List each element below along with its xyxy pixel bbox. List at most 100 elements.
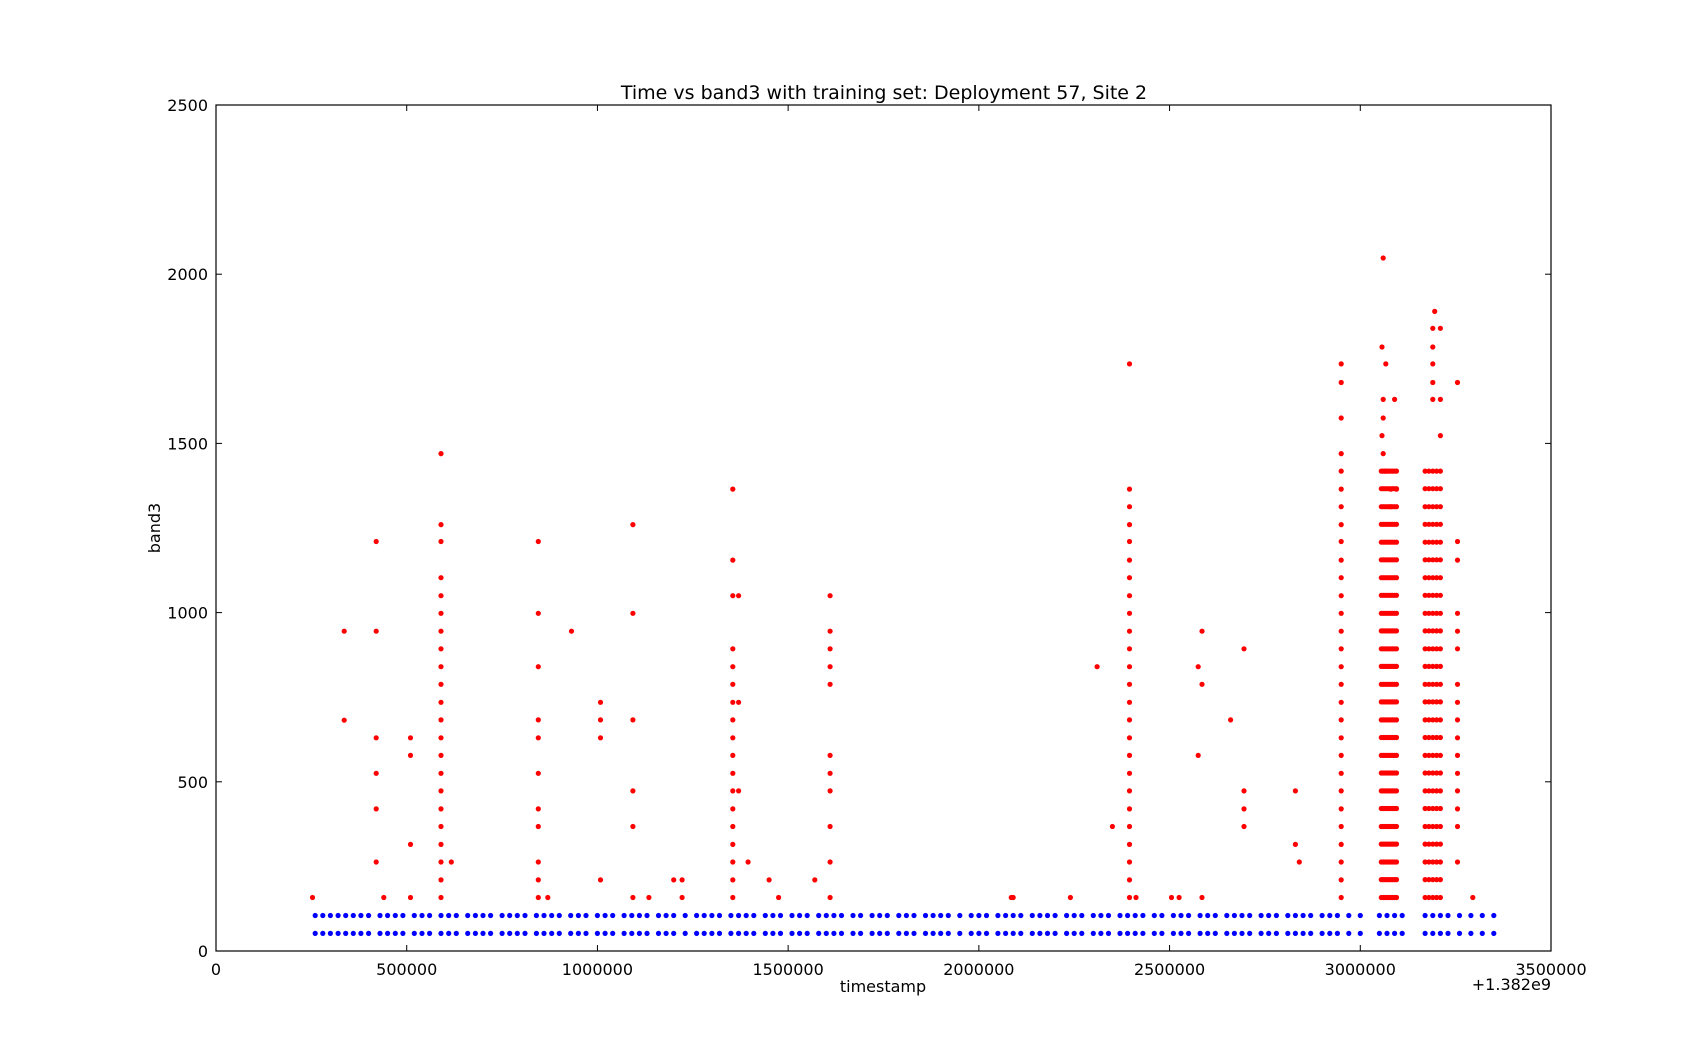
data-point [1426, 894, 1432, 901]
data-point [751, 912, 757, 919]
data-point [1456, 912, 1463, 919]
data-point [827, 628, 833, 634]
data-point [1393, 788, 1400, 794]
data-point [1125, 912, 1131, 919]
data-point [448, 859, 454, 865]
data-point [777, 930, 784, 937]
data-point [730, 699, 736, 705]
data-point [438, 806, 444, 812]
data-point [730, 894, 736, 901]
data-point [1109, 823, 1115, 830]
data-point [1422, 521, 1428, 527]
data-point [789, 912, 795, 919]
data-point [1393, 592, 1400, 598]
data-point [1126, 770, 1133, 776]
data-point [1178, 930, 1184, 937]
data-point [762, 930, 768, 937]
data-point [1430, 859, 1436, 865]
data-point [1426, 859, 1432, 865]
data-point [1430, 788, 1436, 794]
data-point [1151, 912, 1157, 919]
data-point [1126, 752, 1133, 759]
data-point [1426, 752, 1432, 759]
data-point [1422, 930, 1428, 937]
data-point [777, 912, 784, 919]
data-point [1434, 752, 1440, 759]
data-point [1197, 930, 1203, 937]
data-point [407, 894, 414, 901]
data-point [1334, 912, 1340, 919]
data-point [1376, 930, 1382, 937]
data-point [1393, 486, 1400, 492]
data-point [602, 912, 608, 919]
data-point [838, 930, 845, 937]
x-tick-label: 0 [211, 960, 221, 979]
data-point [1292, 841, 1298, 848]
data-point [1228, 717, 1234, 723]
data-point [1338, 681, 1344, 687]
data-point [575, 930, 582, 937]
data-point [730, 486, 736, 492]
data-point [385, 912, 391, 919]
data-point [1422, 841, 1428, 847]
data-point [1437, 841, 1443, 847]
data-point [770, 912, 776, 919]
data-point [1126, 859, 1133, 865]
data-point [1199, 681, 1205, 687]
data-point [1126, 806, 1133, 812]
data-point [1126, 841, 1133, 848]
data-point [535, 806, 541, 812]
data-point [568, 628, 575, 634]
data-point [541, 930, 547, 937]
data-point [1247, 930, 1253, 937]
data-point [594, 930, 601, 937]
data-point [597, 717, 604, 723]
data-point [831, 930, 837, 937]
data-point [535, 664, 541, 670]
data-point [976, 930, 982, 937]
data-point [1327, 930, 1333, 937]
data-point [1338, 894, 1344, 901]
data-point [1338, 806, 1344, 812]
data-point [1432, 308, 1438, 314]
data-point [877, 930, 883, 937]
data-point [636, 930, 643, 937]
data-point [736, 930, 742, 937]
data-point [682, 912, 688, 919]
data-point [1426, 681, 1432, 687]
data-point [1422, 628, 1428, 634]
data-point [1434, 823, 1440, 830]
data-point [663, 930, 669, 937]
data-point [1422, 646, 1428, 652]
data-point [1126, 699, 1133, 705]
data-point [1454, 646, 1461, 652]
data-point [1071, 930, 1077, 937]
data-point [1338, 664, 1344, 670]
data-point [1266, 930, 1272, 937]
data-point [1126, 504, 1133, 510]
data-point [1224, 912, 1230, 919]
data-point [1159, 930, 1165, 937]
data-point [1454, 788, 1461, 794]
data-point [1426, 770, 1432, 776]
data-point [1434, 805, 1440, 812]
y-tick-label: 2000 [167, 265, 208, 284]
data-point [1151, 930, 1157, 937]
data-point [488, 930, 494, 937]
data-point [1430, 663, 1436, 670]
data-point [716, 912, 723, 919]
data-point [373, 806, 379, 812]
data-point [644, 912, 650, 919]
data-point [1430, 734, 1436, 741]
data-point [1437, 325, 1443, 331]
data-point [1380, 255, 1386, 261]
plot-frame [215, 104, 1552, 952]
data-point [629, 930, 635, 937]
data-point [335, 912, 341, 919]
data-point [514, 912, 520, 919]
data-point [1393, 752, 1400, 759]
data-point [827, 593, 833, 599]
data-point [488, 912, 494, 919]
data-point [1430, 912, 1436, 919]
data-point [1393, 823, 1400, 830]
